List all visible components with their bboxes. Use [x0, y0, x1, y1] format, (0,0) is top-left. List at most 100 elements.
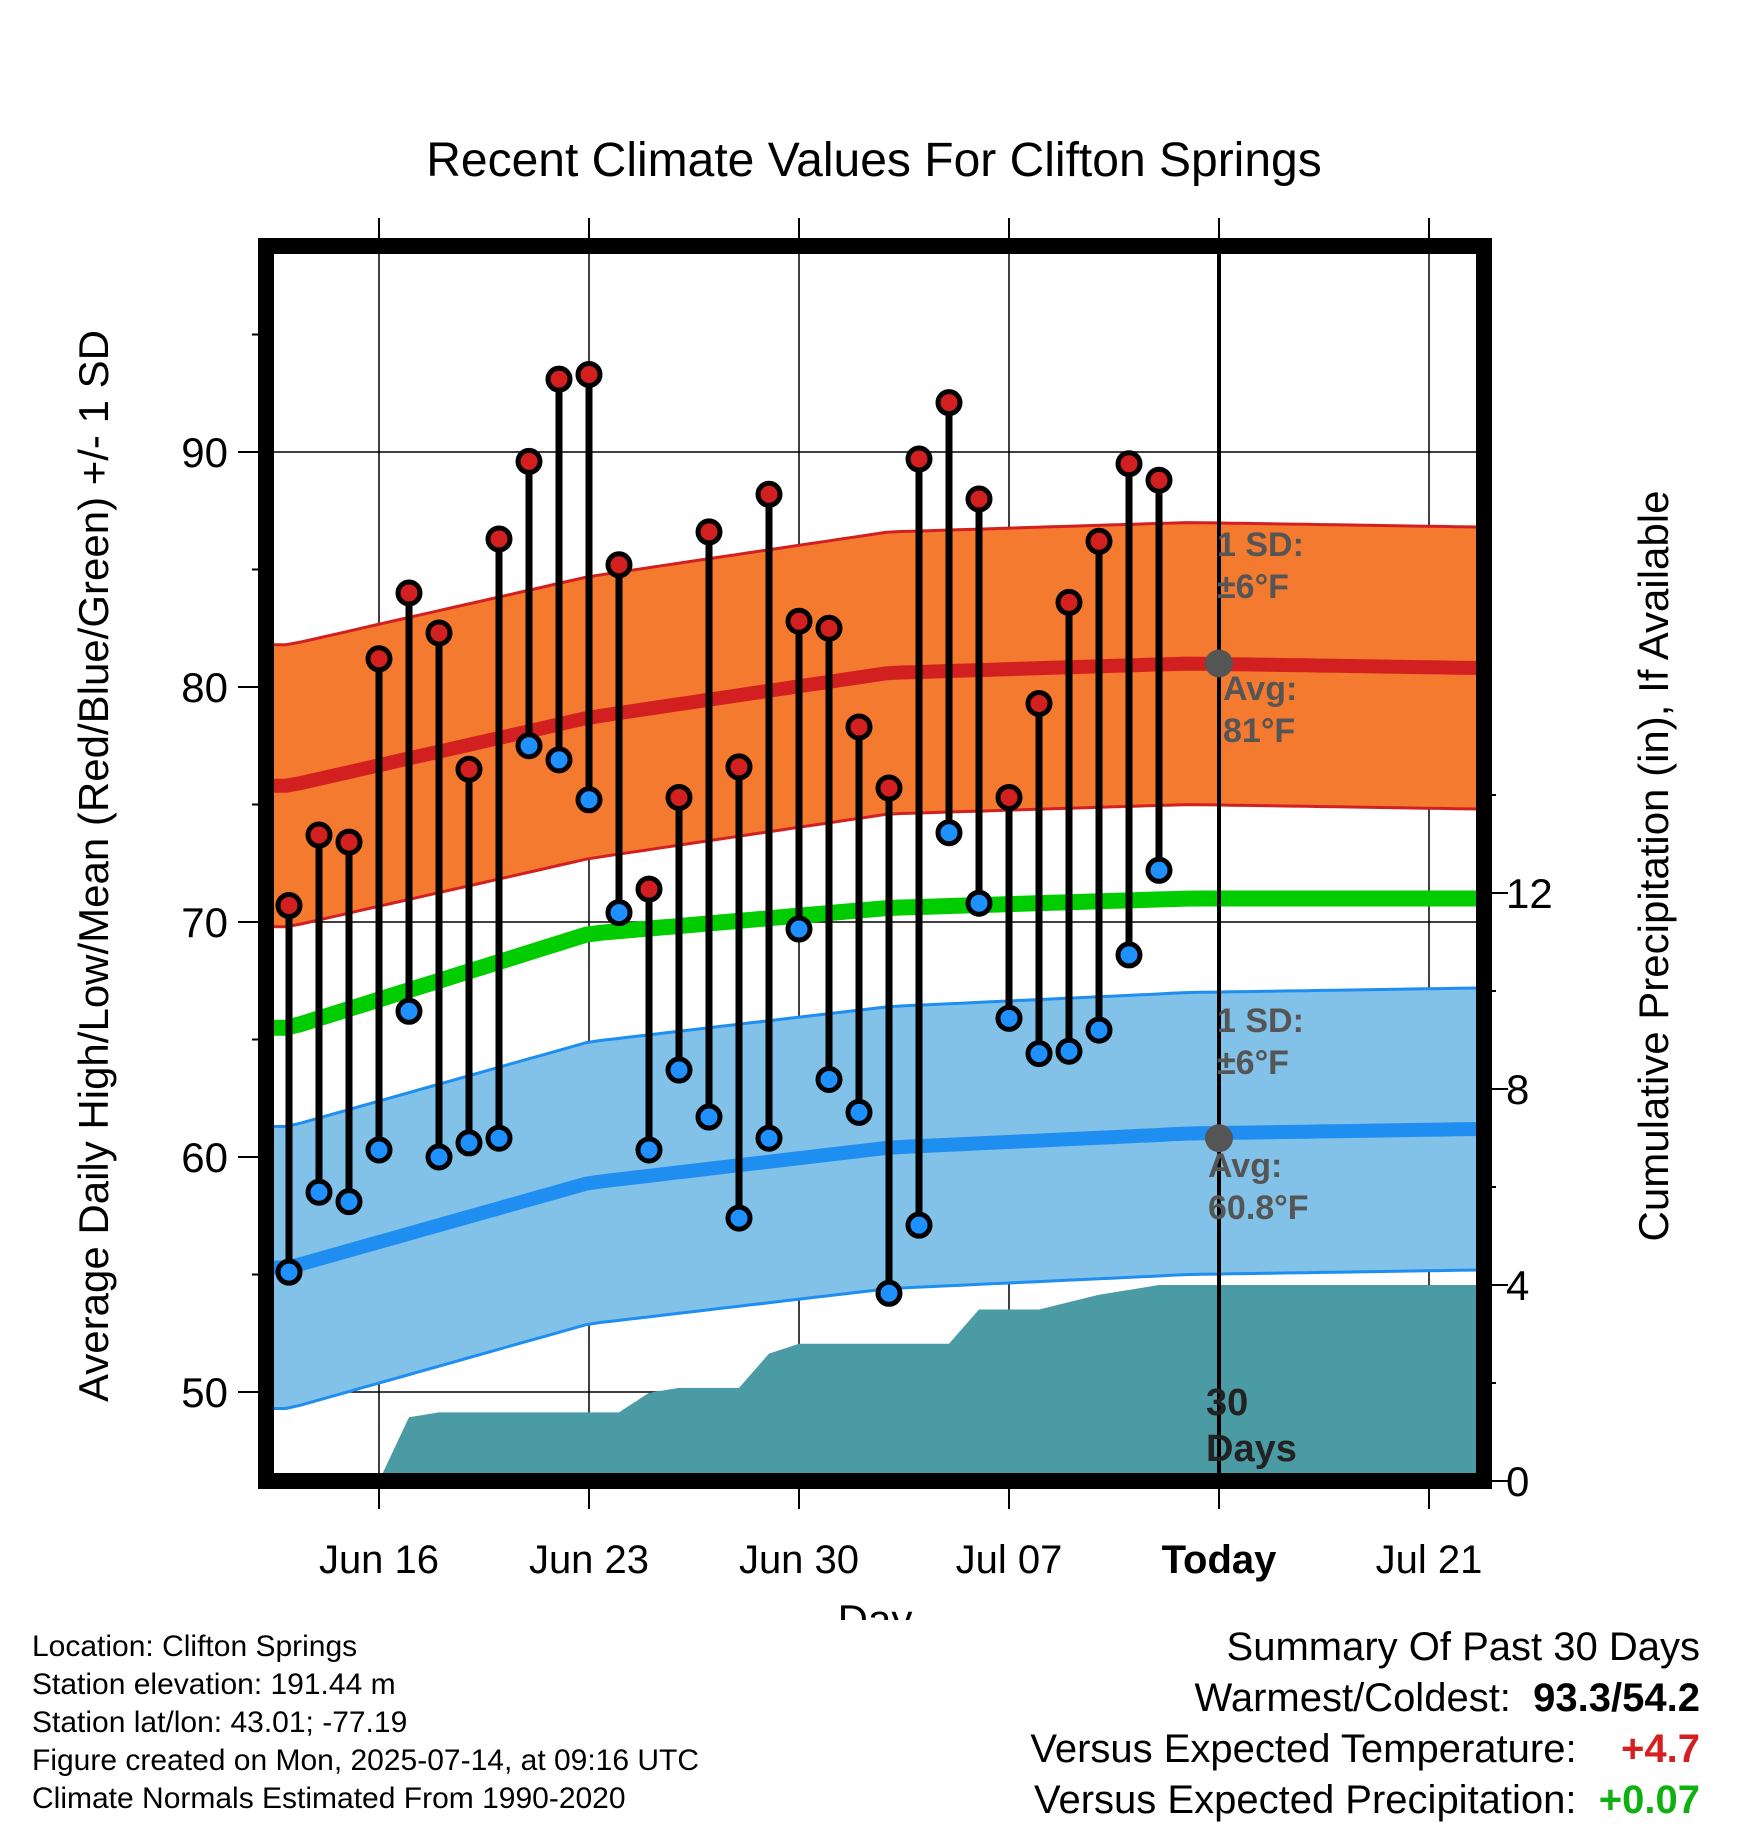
- info-created: Figure created on Mon, 2025-07-14, at 09…: [32, 1744, 700, 1777]
- daily-high-point: [815, 614, 843, 642]
- daily-high-point: [485, 525, 513, 553]
- x-tick-label: Jun 16: [319, 1538, 439, 1582]
- daily-low-point: [485, 1124, 513, 1152]
- x-tick-label: Jun 30: [739, 1538, 859, 1582]
- daily-high-point: [845, 713, 873, 741]
- daily-high-point: [1145, 466, 1173, 494]
- daily-low-point: [335, 1188, 363, 1216]
- summary-warmest-label: Warmest/Coldest:: [1194, 1676, 1511, 1720]
- y2-tick-label: 8: [1506, 1066, 1529, 1113]
- daily-low-point: [515, 732, 543, 760]
- daily-low-point: [665, 1056, 693, 1084]
- daily-high-point: [995, 783, 1023, 811]
- chart-title: Recent Climate Values For Clifton Spring…: [426, 134, 1322, 187]
- plot-area: 1 SD: ±6°F Avg: 81°F 1 SD: ±6°F Avg: 60.8°F 30Da…: [266, 246, 1484, 1481]
- x-tick-label: Jul 21: [1376, 1538, 1483, 1582]
- daily-low-point: [845, 1098, 873, 1126]
- high-avg-label: Avg:: [1223, 670, 1297, 708]
- high-avg-label: 81°F: [1223, 712, 1295, 750]
- summary-coldest-value: 54.2: [1622, 1676, 1700, 1720]
- daily-high-point: [785, 607, 813, 635]
- low-normal-line: [271, 1121, 1484, 1275]
- summary-precip-label: Versus Expected Precipitation:: [1034, 1778, 1577, 1822]
- daily-low-point: [725, 1204, 753, 1232]
- daily-low-point: [605, 899, 633, 927]
- daily-high-point: [635, 875, 663, 903]
- x-tick-label: Jun 23: [529, 1538, 649, 1582]
- daily-high-point: [1085, 527, 1113, 555]
- daily-high-point: [935, 389, 963, 417]
- daily-high-point: [545, 365, 573, 393]
- daily-high-point: [1115, 450, 1143, 478]
- summary-warmest-value: 93.3: [1533, 1676, 1612, 1720]
- low-sd-band: [271, 987, 1484, 1409]
- info-location: Location: Clifton Springs: [32, 1630, 358, 1663]
- daily-low-point: [425, 1143, 453, 1171]
- daily-high-point: [605, 551, 633, 579]
- daily-high-point: [425, 619, 453, 647]
- y-tick-label: 90: [181, 429, 228, 476]
- summary-sep: /: [1611, 1676, 1623, 1720]
- y-tick-label: 80: [181, 664, 228, 711]
- daily-low-point: [1055, 1037, 1083, 1065]
- precip-area: [280, 1285, 1484, 1481]
- low-band-upper-edge: [271, 986, 1484, 1128]
- daily-low-point: [395, 997, 423, 1025]
- today-low-normal-marker: [1205, 1124, 1233, 1153]
- daily-high-point: [695, 518, 723, 546]
- daily-high-point: [515, 447, 543, 475]
- daily-low-point: [545, 746, 573, 774]
- high-sd-label: 1 SD:: [1217, 526, 1304, 564]
- summary-temp-row: Versus Expected Temperature: +4.7: [1030, 1724, 1700, 1775]
- low-avg-label: Avg:: [1208, 1147, 1282, 1185]
- info-normals: Climate Normals Estimated From 1990-2020: [32, 1782, 626, 1815]
- today-high-normal-marker: [1205, 649, 1233, 678]
- summary-warmest-row: Warmest/Coldest: 93.3/54.2: [1030, 1673, 1700, 1724]
- days-label: Days: [1206, 1428, 1297, 1470]
- summary-heading: Summary Of Past 30 Days: [1226, 1625, 1700, 1669]
- high-sd-band: [271, 522, 1484, 927]
- daily-low-point: [575, 786, 603, 814]
- station-info: Location: Clifton Springs Station elevat…: [32, 1628, 699, 1818]
- summary-precip-row: Versus Expected Precipitation: +0.07: [1030, 1775, 1700, 1826]
- daily-low-point: [905, 1211, 933, 1239]
- daily-high-point: [335, 828, 363, 856]
- y2-axis-title: Cumulative Precipitation (in), If Availa…: [1630, 491, 1677, 1242]
- daily-high-point: [575, 360, 603, 388]
- mean-normal-line: [271, 890, 1484, 1036]
- x-tick-label: Today: [1162, 1538, 1278, 1582]
- summary-temp-value: +4.7: [1621, 1727, 1700, 1771]
- low-avg-label: 60.8°F: [1208, 1189, 1309, 1227]
- daily-high-point: [1055, 588, 1083, 616]
- daily-low-point: [275, 1258, 303, 1286]
- y-axis-title: Average Daily High/Low/Mean (Red/Blue/Gr…: [70, 330, 117, 1402]
- daily-low-point: [1145, 856, 1173, 884]
- info-elevation: Station elevation: 191.44 m: [32, 1668, 396, 1701]
- daily-low-point: [1025, 1040, 1053, 1068]
- daily-high-point: [275, 892, 303, 920]
- daily-high-point: [965, 485, 993, 513]
- high-sd-label: ±6°F: [1217, 568, 1289, 606]
- summary-panel: Summary Of Past 30 Days Warmest/Coldest:…: [1030, 1622, 1700, 1826]
- daily-low-point: [635, 1136, 663, 1164]
- daily-low-point: [755, 1124, 783, 1152]
- daily-low-point: [935, 819, 963, 847]
- daily-high-point: [665, 783, 693, 811]
- daily-low-point: [305, 1178, 333, 1206]
- daily-high-point: [725, 753, 753, 781]
- y-tick-label: 70: [181, 899, 228, 946]
- y-tick-label: 50: [181, 1369, 228, 1416]
- x-tick-label: Jul 07: [956, 1538, 1063, 1582]
- daily-high-point: [395, 579, 423, 607]
- daily-low-point: [995, 1004, 1023, 1032]
- summary-temp-label: Versus Expected Temperature:: [1030, 1727, 1577, 1771]
- low-sd-label: 1 SD:: [1217, 1002, 1304, 1040]
- info-latlon: Station lat/lon: 43.01; -77.19: [32, 1706, 408, 1739]
- daily-high-point: [905, 445, 933, 473]
- high-normal-line: [271, 656, 1484, 793]
- daily-low-point: [815, 1065, 843, 1093]
- daily-low-point: [455, 1129, 483, 1157]
- daily-low-point: [1085, 1016, 1113, 1044]
- high-band-lower-edge: [271, 803, 1484, 929]
